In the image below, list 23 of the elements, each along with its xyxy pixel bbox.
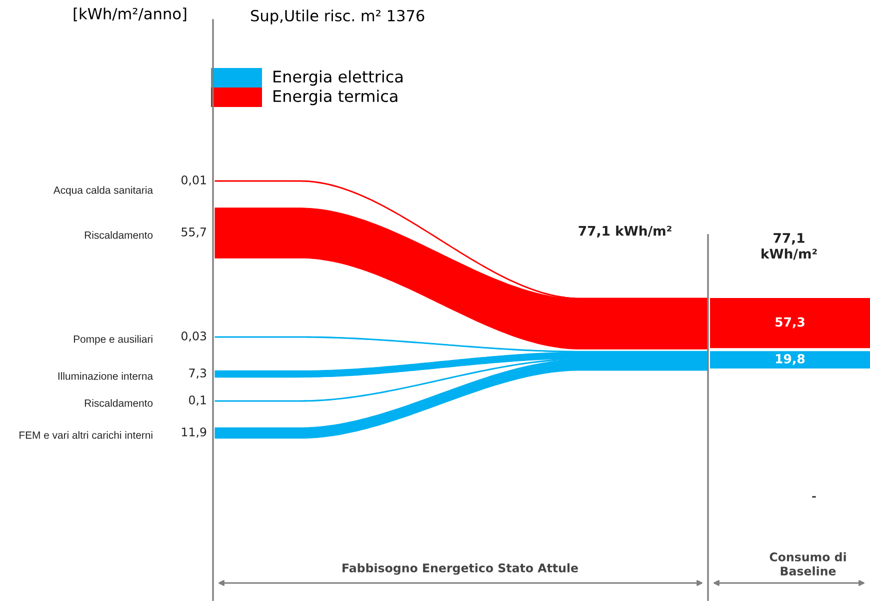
data-label: 0,03 [181,331,206,342]
text: 57,3 [776,317,804,328]
data-label: 7,3 [189,368,206,379]
text: Sup,Utile risc. m² 1376 [251,10,424,24]
data-label: 55,7 [182,228,206,238]
data-label: 0,01 [181,175,206,186]
text: Consumo di Baseline [770,552,846,576]
legend-label: Energia elettrica [274,70,403,86]
data-label: 0,1 [189,395,206,406]
category-label: Pompe e ausiliari [74,335,152,345]
category-label: Riscaldamento [84,399,153,407]
text: [kWh/m²/anno] [74,8,186,22]
legend-label: Energia termica [274,90,398,106]
category-label: Acqua calda sanitaria [53,186,154,196]
text: - [812,496,816,498]
category-label: FEM e vari altri carichi interni [20,431,152,439]
text: 19,8 [776,354,805,366]
category-label: Illuminazione interna [58,372,154,380]
text: 77,1 kWh/m² [578,226,672,238]
text: 77,1 kWh/m² [762,233,817,260]
category-label: Riscaldamento [84,231,153,239]
data-label: 11,9 [182,427,206,438]
text: Fabbisogno Energetico Stato Attule [342,563,578,575]
